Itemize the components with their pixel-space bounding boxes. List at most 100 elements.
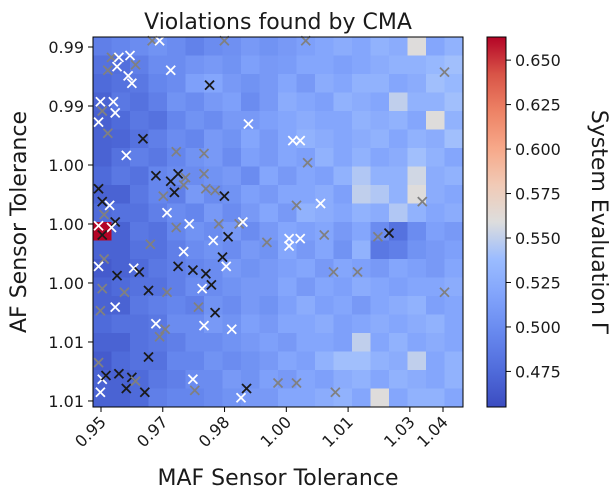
heatmap-cell (93, 92, 112, 112)
violation-marker (113, 52, 125, 63)
y-tick-label: 1.01 (48, 392, 84, 411)
heatmap-cell (278, 129, 297, 149)
heatmap-cell (222, 74, 242, 93)
heatmap-cell (167, 74, 186, 93)
heatmap-cell (444, 185, 464, 204)
heatmap-cell (130, 111, 149, 130)
heatmap-cell (185, 185, 205, 204)
heatmap-cell (222, 111, 242, 130)
heatmap-cell (278, 148, 297, 167)
heatmap-cell (444, 351, 464, 371)
heatmap-cell (444, 37, 464, 56)
heatmap-cell (111, 296, 131, 315)
colorbar (486, 36, 507, 408)
heatmap-cell (407, 74, 427, 93)
violation-marker (130, 375, 141, 387)
y-tick-label: 1.00 (48, 215, 84, 234)
heatmap-cell (148, 351, 168, 371)
heatmap-cell (333, 296, 353, 315)
heatmap-cell (407, 388, 427, 408)
heatmap-cell (111, 370, 131, 389)
heatmap-cell (370, 166, 390, 186)
heatmap-cell (407, 222, 427, 241)
heatmap-cell (222, 129, 242, 149)
heatmap-cell (389, 166, 408, 186)
y-tick-label: 1.00 (48, 274, 84, 293)
violation-marker (217, 252, 228, 263)
heatmap-cell (370, 129, 390, 149)
heatmap-cell (315, 277, 334, 297)
violation-marker (111, 270, 123, 281)
violation-marker (178, 179, 189, 191)
heatmap-cell (130, 222, 149, 241)
heatmap-cell (222, 370, 242, 389)
heatmap-cell (204, 333, 223, 352)
heatmap-cell (241, 203, 260, 223)
heatmap-cell (426, 388, 445, 408)
chart-title: Violations found by CMA (144, 10, 412, 35)
violation-marker (208, 235, 219, 246)
heatmap-cell (222, 351, 242, 371)
heatmap-cell (370, 277, 390, 297)
colorbar-ticks: 0.475 0.500 0.525 0.550 0.575 0.600 0.625 0.650 (506, 51, 561, 381)
heatmap-cell (352, 333, 371, 352)
violation-marker (171, 222, 182, 233)
heatmap-cell (259, 148, 279, 167)
heatmap-cell (278, 92, 297, 112)
heatmap-cell (111, 351, 131, 371)
heatmap-cell (204, 314, 223, 334)
heatmap-cell (111, 259, 131, 278)
violation-marker (121, 150, 132, 161)
heatmap-cell (444, 296, 464, 315)
violation-marker (197, 283, 208, 294)
heatmap-cell (352, 37, 371, 56)
heatmap-cell (241, 314, 260, 334)
heatmap-cell (352, 222, 371, 241)
violation-marker (161, 207, 173, 218)
heatmap-cell (296, 203, 316, 223)
heatmap-cell (407, 314, 427, 334)
violation-marker (143, 285, 154, 296)
heatmap-cell (370, 37, 390, 56)
x-tick-label: 0.95 (71, 412, 110, 451)
violation-marker (104, 200, 115, 211)
heatmap-cell (241, 296, 260, 315)
heatmap-cell (296, 240, 316, 260)
violation-marker (110, 107, 121, 118)
heatmap-cell (370, 148, 390, 167)
violation-marker (93, 261, 104, 272)
violation-marker (200, 268, 211, 279)
heatmap-cell (333, 259, 353, 278)
heatmap-cell (333, 370, 353, 389)
violation-marker (113, 368, 125, 379)
violation-marker (137, 133, 149, 144)
violation-marker (300, 35, 311, 46)
violation-marker (172, 261, 184, 272)
heatmap-cell (259, 296, 279, 315)
heatmap-cell (148, 222, 168, 241)
heatmap-cell (148, 370, 168, 389)
violation-marker (93, 220, 104, 231)
violation-marker (110, 216, 121, 228)
heatmap-cell (111, 111, 131, 130)
heatmap-cell (185, 333, 205, 352)
heatmap-cell (389, 92, 408, 112)
heatmap-cell (389, 277, 408, 297)
x-tick-label: 1.03 (380, 412, 419, 451)
heatmap-cell (315, 203, 334, 223)
violation-marker (95, 96, 106, 107)
heatmap-cell (259, 351, 279, 371)
violation-marker (198, 320, 210, 331)
violation-marker (198, 168, 210, 180)
heatmap-cell (130, 296, 149, 315)
heatmap-cell (148, 314, 168, 334)
heatmap-cell (148, 388, 168, 408)
violation-marker (126, 78, 137, 89)
heatmap-cell (333, 203, 353, 223)
heatmap-cell (93, 37, 112, 56)
violation-marker (237, 216, 248, 228)
heatmap-cell (278, 333, 297, 352)
violation-marker (106, 222, 117, 233)
heatmap-cell (241, 259, 260, 278)
